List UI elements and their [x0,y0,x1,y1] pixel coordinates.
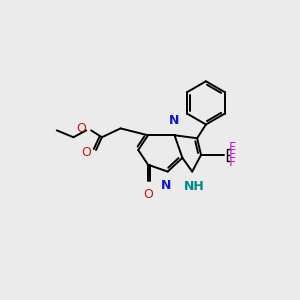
Text: F: F [229,156,236,169]
Text: F: F [229,141,236,154]
Text: F: F [229,148,236,161]
Text: O: O [81,146,91,159]
Text: N: N [169,114,180,128]
Text: N: N [160,179,171,192]
Text: NH: NH [184,180,205,194]
Text: O: O [143,188,153,201]
Text: O: O [76,122,86,135]
